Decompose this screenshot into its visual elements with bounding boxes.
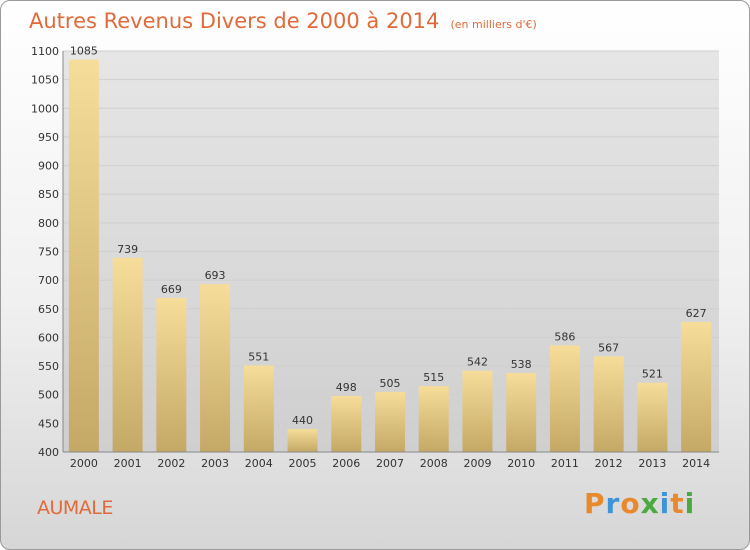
logo-letter: r [605,487,621,520]
y-tick-label: 900 [38,160,59,173]
bar-2001 [112,257,143,452]
logo-letter: o [620,487,641,520]
bar-2008 [418,386,449,452]
bar-2009 [462,370,493,452]
value-label: 669 [161,283,182,296]
x-tick-label: 2001 [114,457,142,470]
bar-2003 [200,284,231,452]
y-tick-label: 800 [38,217,59,230]
y-tick-label: 650 [38,303,59,316]
bar-2012 [593,356,624,452]
y-tick-label: 1050 [31,74,59,87]
bar-2005 [287,429,318,452]
logo-letter: t [670,487,685,520]
value-label: 505 [380,377,401,390]
value-label: 586 [554,330,575,343]
y-tick-label: 950 [38,131,59,144]
x-tick-label: 2007 [376,457,404,470]
x-tick-label: 2012 [595,457,623,470]
x-tick-label: 2011 [551,457,579,470]
chart-subtitle: (en milliers d'€) [450,18,537,31]
logo-letter: i [684,487,696,520]
y-tick-label: 400 [38,446,59,459]
x-tick-label: 2014 [682,457,710,470]
value-label: 515 [423,371,444,384]
bar-2013 [637,382,668,452]
value-label: 627 [686,307,707,320]
y-tick-label: 450 [38,417,59,430]
value-label: 567 [598,341,619,354]
y-tick-label: 550 [38,360,59,373]
logo-letter: P [584,487,606,520]
value-label: 440 [292,414,313,427]
y-tick-label: 1000 [31,102,59,115]
x-tick-label: 2000 [70,457,98,470]
logo-letter: x [640,487,660,520]
axes: 400 450 500 550 600 650 700 750 800 850 900 950 1000… [31,45,719,470]
chart-title: Autres Revenus Divers de 2000 à 2014 [29,9,440,33]
y-tick-label: 750 [38,246,59,259]
bars: 1085 739 669 693 551 440 498 505 515 542 538 586 567… [68,45,712,452]
value-label: 521 [642,368,663,381]
bar-2007 [375,391,405,452]
x-tick-label: 2003 [201,457,229,470]
y-tick-label: 850 [38,188,59,201]
x-tick-label: 2008 [420,457,448,470]
x-tick-label: 2002 [157,457,185,470]
y-tick-label: 500 [38,389,59,402]
y-tick-label: 1100 [31,45,59,58]
title-block: Autres Revenus Divers de 2000 à 2014 (en… [29,9,537,33]
value-label: 538 [511,358,532,371]
value-label: 551 [248,350,269,363]
x-tick-label: 2009 [463,457,491,470]
x-tick-label: 2010 [507,457,535,470]
value-label: 693 [205,269,226,282]
x-tick-label: 2006 [332,457,360,470]
x-tick-label: 2005 [289,457,317,470]
bar-2000 [68,59,99,452]
bar-2004 [243,365,274,452]
logo-letter: i [659,487,671,520]
x-tick-label: 2013 [638,457,666,470]
bar-2010 [506,372,537,452]
value-label: 1085 [70,45,98,58]
location-label: AUMALE [37,497,113,519]
value-label: 498 [336,381,357,394]
value-label: 542 [467,356,488,369]
proxiti-logo: Proxiti [584,487,695,520]
bar-2014 [681,321,712,452]
bar-2011 [549,345,580,452]
y-tick-label: 700 [38,274,59,287]
bar-2002 [156,297,187,452]
y-tick-label: 600 [38,331,59,344]
value-label: 739 [117,243,138,256]
bar-2006 [331,395,362,452]
x-tick-label: 2004 [245,457,273,470]
